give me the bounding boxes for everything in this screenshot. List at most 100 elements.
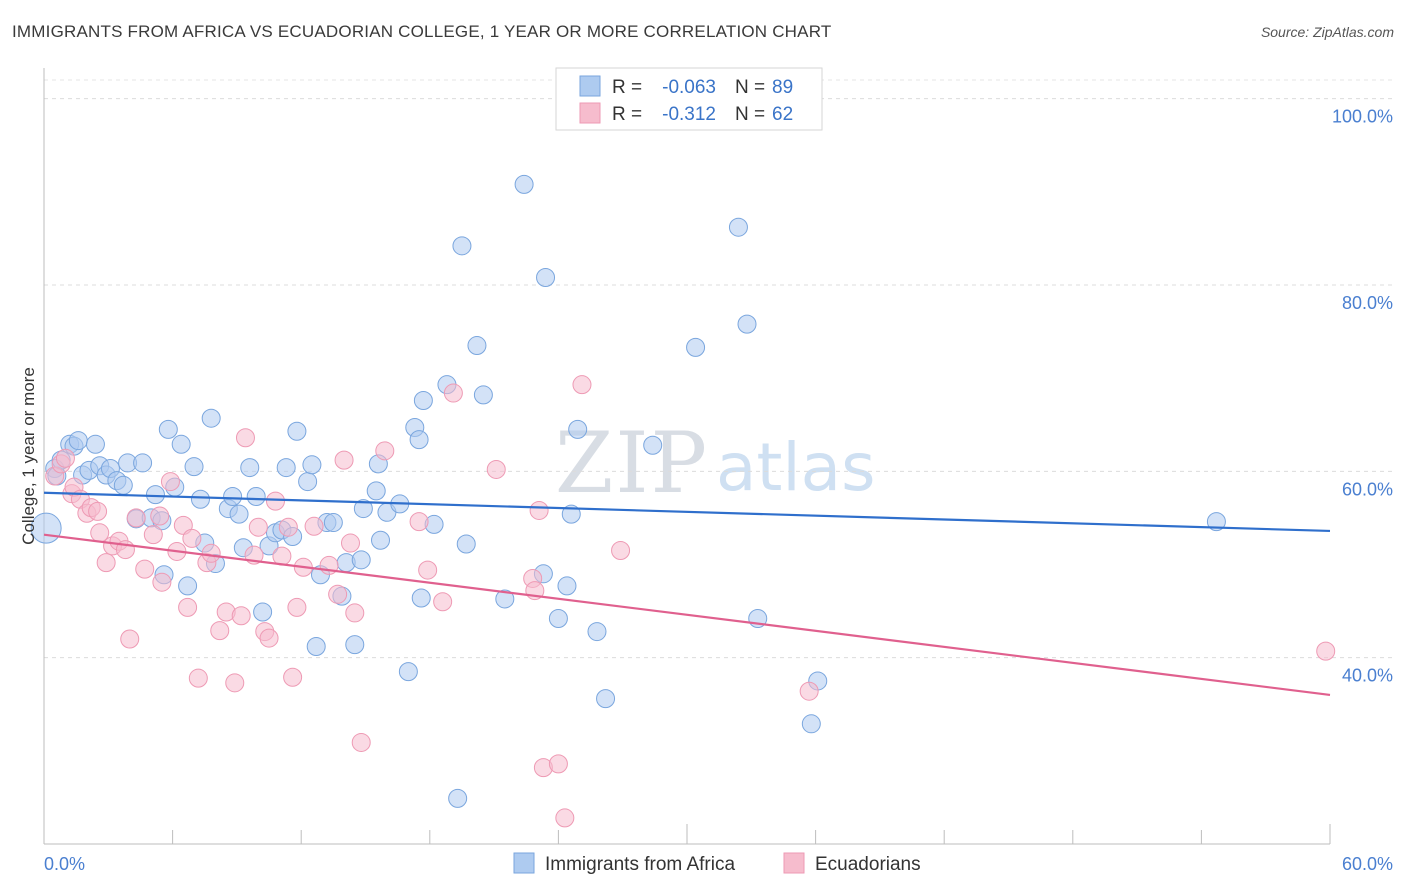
chart-title: IMMIGRANTS FROM AFRICA VS ECUADORIAN COL… bbox=[12, 22, 832, 41]
africa-point bbox=[557, 576, 577, 596]
africa-point bbox=[353, 499, 373, 519]
series-immigrants-from-africa bbox=[30, 174, 1226, 808]
africa-point bbox=[409, 430, 429, 450]
africa-point bbox=[411, 588, 431, 608]
ecuadorian-point bbox=[340, 533, 360, 553]
ecuadorian-point bbox=[433, 592, 453, 612]
ecuadorian-point bbox=[572, 375, 592, 395]
africa-point bbox=[366, 481, 386, 501]
ecuadorian-point bbox=[120, 629, 140, 649]
africa-point bbox=[351, 550, 371, 570]
x-tick-label-min: 0.0% bbox=[44, 854, 85, 874]
africa-point bbox=[398, 662, 418, 682]
ecuadorian-point bbox=[248, 517, 268, 537]
africa-point bbox=[201, 408, 221, 428]
africa-point bbox=[728, 217, 748, 237]
ecuadorian-point bbox=[548, 754, 568, 774]
legend-swatch-blue bbox=[579, 75, 601, 97]
africa-point bbox=[145, 485, 165, 505]
bottom-legend-swatch-pink bbox=[783, 852, 805, 874]
ecuadorian-point bbox=[88, 501, 108, 521]
ecuadorian-point bbox=[304, 516, 324, 536]
legend-r-label-2: R = bbox=[612, 104, 642, 125]
africa-point bbox=[178, 576, 198, 596]
africa-point bbox=[371, 530, 391, 550]
africa-point bbox=[229, 504, 249, 524]
africa-point bbox=[113, 475, 133, 495]
y-tick-labels: 40.0% 60.0% 80.0% 100.0% bbox=[1332, 107, 1393, 686]
ecuadorian-point bbox=[178, 597, 198, 617]
ecuadorian-point bbox=[278, 517, 298, 537]
bottom-legend-label-2: Ecuadorians bbox=[815, 854, 921, 875]
africa-point bbox=[253, 602, 273, 622]
x-tick-label-max: 60.0% bbox=[1342, 854, 1393, 874]
ecuadorian-point bbox=[126, 508, 146, 528]
y-tick-label: 100.0% bbox=[1332, 107, 1393, 127]
watermark-atlas: atlas bbox=[716, 429, 876, 506]
africa-point bbox=[298, 472, 318, 492]
africa-point bbox=[133, 453, 153, 473]
ecuadorian-point bbox=[334, 450, 354, 470]
ecuadorian-point bbox=[443, 383, 463, 403]
ecuadorian-point bbox=[235, 428, 255, 448]
legend-r-value-1: -0.063 bbox=[662, 77, 716, 98]
ecuadorian-point bbox=[55, 448, 75, 468]
africa-point bbox=[467, 336, 487, 356]
ecuadorian-point bbox=[210, 621, 230, 641]
bottom-legend: Immigrants from Africa Ecuadorians bbox=[513, 852, 921, 875]
ecuadorian-point bbox=[231, 606, 251, 626]
africa-point bbox=[190, 489, 210, 509]
ecuadorian-point bbox=[201, 543, 221, 563]
africa-point bbox=[171, 434, 191, 454]
ecuadorian-point bbox=[351, 732, 371, 752]
africa-point bbox=[643, 435, 663, 455]
ecuadorian-point bbox=[287, 597, 307, 617]
legend: R = -0.063 N = 89 R = -0.312 N = 62 bbox=[555, 67, 823, 131]
africa-point bbox=[548, 609, 568, 629]
ecuadorian-point bbox=[188, 668, 208, 688]
africa-point bbox=[737, 314, 757, 334]
ecuadorian-point bbox=[409, 512, 429, 532]
ecuadorian-point bbox=[328, 584, 348, 604]
ecuadorian-point bbox=[150, 506, 170, 526]
ecuadorian-point bbox=[799, 681, 819, 701]
grid-lines bbox=[44, 79, 1393, 659]
africa-point bbox=[568, 419, 588, 439]
africa-point bbox=[413, 391, 433, 411]
bottom-legend-swatch-blue bbox=[513, 852, 535, 874]
africa-point bbox=[246, 486, 266, 506]
ecuadorian-point bbox=[283, 667, 303, 687]
axes bbox=[43, 68, 1331, 845]
africa-point bbox=[306, 636, 326, 656]
legend-r-value-2: -0.312 bbox=[662, 104, 716, 125]
y-tick-label: 40.0% bbox=[1342, 666, 1393, 686]
africa-point bbox=[223, 486, 243, 506]
africa-point bbox=[287, 421, 307, 441]
ecuadorian-point bbox=[160, 472, 180, 492]
trend-line-ecuadorians bbox=[43, 533, 1331, 697]
africa-point bbox=[801, 714, 821, 734]
source-label: Source: ZipAtlas.com bbox=[1260, 24, 1394, 40]
africa-point bbox=[240, 458, 260, 478]
africa-point bbox=[596, 689, 616, 709]
africa-point bbox=[448, 788, 468, 808]
legend-n-label-1: N = bbox=[735, 77, 765, 98]
legend-n-value-1: 89 bbox=[772, 77, 793, 98]
ecuadorian-point bbox=[259, 628, 279, 648]
trend-lines bbox=[43, 491, 1331, 697]
y-tick-label: 80.0% bbox=[1342, 293, 1393, 313]
legend-n-label-2: N = bbox=[735, 104, 765, 125]
ecuadorian-point bbox=[182, 528, 202, 548]
africa-point bbox=[85, 434, 105, 454]
africa-point bbox=[561, 504, 581, 524]
legend-n-value-2: 62 bbox=[772, 104, 793, 125]
trend-line-africa bbox=[43, 491, 1331, 533]
y-tick-label: 60.0% bbox=[1342, 479, 1393, 499]
ecuadorian-point bbox=[529, 500, 549, 520]
legend-r-label-1: R = bbox=[612, 77, 642, 98]
ecuadorian-point bbox=[486, 459, 506, 479]
legend-swatch-pink bbox=[579, 102, 601, 124]
africa-point bbox=[495, 589, 515, 609]
ecuadorian-point bbox=[1316, 641, 1336, 661]
